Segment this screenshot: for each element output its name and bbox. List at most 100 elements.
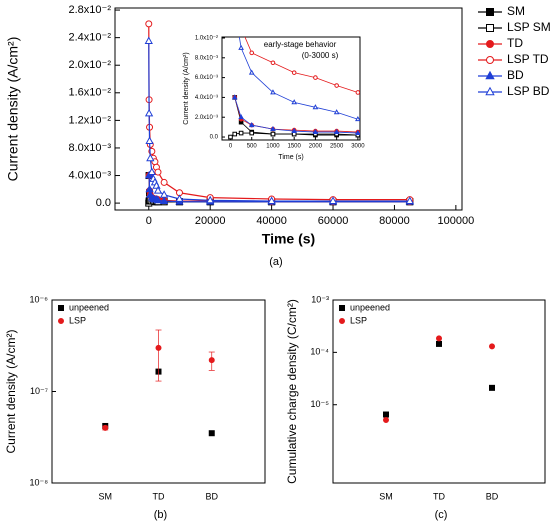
marker <box>355 90 360 95</box>
panel-label: (b) <box>154 509 167 521</box>
marker <box>436 340 442 347</box>
y-tick-label: 1.6x10⁻² <box>69 87 112 99</box>
marker <box>328 196 338 204</box>
y-tick-label: 1.0x10⁻² <box>195 36 218 42</box>
y-tick-label: 6.0x10⁻³ <box>195 75 218 81</box>
marker <box>239 26 243 30</box>
marker <box>248 69 255 75</box>
marker <box>159 190 169 198</box>
y-tick-label: 10⁻⁵ <box>311 399 330 409</box>
marker <box>405 196 414 204</box>
marker <box>58 318 64 324</box>
y-axis-label: Current density (A/cm²) <box>5 37 21 182</box>
y-tick-label: 2.8x10⁻² <box>69 4 112 16</box>
marker <box>489 384 495 391</box>
marker <box>441 131 445 135</box>
marker <box>206 195 215 204</box>
marker <box>146 153 155 162</box>
marker <box>270 125 276 132</box>
marker <box>145 20 153 28</box>
marker <box>355 116 360 122</box>
legend-label: BD <box>507 68 524 82</box>
marker <box>312 104 319 110</box>
y-axis-label: Cumulative charge density (C/cm²) <box>285 299 299 484</box>
y-tick-label: 2.4x10⁻² <box>69 32 112 44</box>
marker <box>228 134 233 140</box>
marker <box>486 8 494 16</box>
x-axis-label: Time (s) <box>262 231 315 247</box>
y-tick-label: 10⁻³ <box>311 294 329 304</box>
marker <box>155 344 162 351</box>
marker <box>485 70 495 80</box>
marker <box>485 86 495 96</box>
y-tick-label: 0.0 <box>96 197 111 209</box>
marker <box>208 430 215 437</box>
marker <box>248 121 255 128</box>
marker <box>334 83 339 88</box>
marker <box>383 417 389 424</box>
marker <box>441 123 445 127</box>
x-tick-label: 2500 <box>330 144 344 150</box>
marker <box>441 133 445 137</box>
y-axis-label: Current density (A/cm²) <box>4 329 18 453</box>
marker <box>238 130 244 136</box>
x-tick-label: SM <box>99 491 113 501</box>
y-tick-label: 10⁻⁸ <box>29 477 48 487</box>
x-tick-label: 100000 <box>437 215 474 227</box>
x-tick-label: 40000 <box>256 215 287 227</box>
legend-label: LSP SM <box>507 20 550 34</box>
marker <box>489 343 495 350</box>
marker <box>267 196 276 204</box>
legend-label: LSP <box>350 315 367 325</box>
marker <box>339 305 345 311</box>
marker <box>160 178 168 186</box>
x-tick-label: 60000 <box>318 215 349 227</box>
x-tick-label: 1500 <box>288 144 302 150</box>
marker <box>249 130 255 136</box>
marker <box>383 411 389 418</box>
legend-label: unpeened <box>350 302 390 312</box>
marker <box>291 127 298 134</box>
marker <box>339 318 345 324</box>
marker <box>144 36 153 44</box>
x-tick-label: TD <box>433 491 445 501</box>
marker <box>249 50 255 56</box>
x-tick-label: BD <box>486 491 499 501</box>
marker <box>333 109 340 115</box>
marker <box>145 136 154 144</box>
marker <box>144 108 154 117</box>
series-group <box>144 20 414 207</box>
marker <box>159 196 169 204</box>
marker <box>231 94 238 100</box>
x-tick-label: 1000 <box>266 144 280 150</box>
marker <box>208 357 215 364</box>
legend-label: TD <box>507 36 523 50</box>
marker <box>270 131 276 137</box>
marker <box>486 56 494 64</box>
x-tick-label: BD <box>205 491 218 501</box>
marker <box>486 40 494 48</box>
marker <box>441 132 445 136</box>
y-tick-label: 8.0x10⁻³ <box>69 142 112 154</box>
y-tick-label: 10⁻⁴ <box>310 347 329 357</box>
inset-x-label: Time (s) <box>278 154 303 161</box>
x-tick-label: 20000 <box>195 215 226 227</box>
x-tick-label: SM <box>379 491 393 501</box>
marker <box>291 70 297 75</box>
series-line <box>148 175 410 203</box>
y-tick-label: 4.0x10⁻³ <box>69 169 112 181</box>
legend-label: LSP BD <box>507 84 550 98</box>
inset-title: early-stage behavior <box>264 40 337 49</box>
x-tick-label: 2000 <box>309 144 323 150</box>
series-line <box>148 175 410 203</box>
plot-frame <box>51 299 266 484</box>
plot-frame <box>332 299 546 484</box>
marker <box>313 75 318 80</box>
marker <box>270 60 276 66</box>
marker <box>58 305 64 311</box>
marker <box>333 128 340 135</box>
series-group <box>228 26 445 140</box>
marker <box>238 44 244 50</box>
marker <box>232 131 238 137</box>
